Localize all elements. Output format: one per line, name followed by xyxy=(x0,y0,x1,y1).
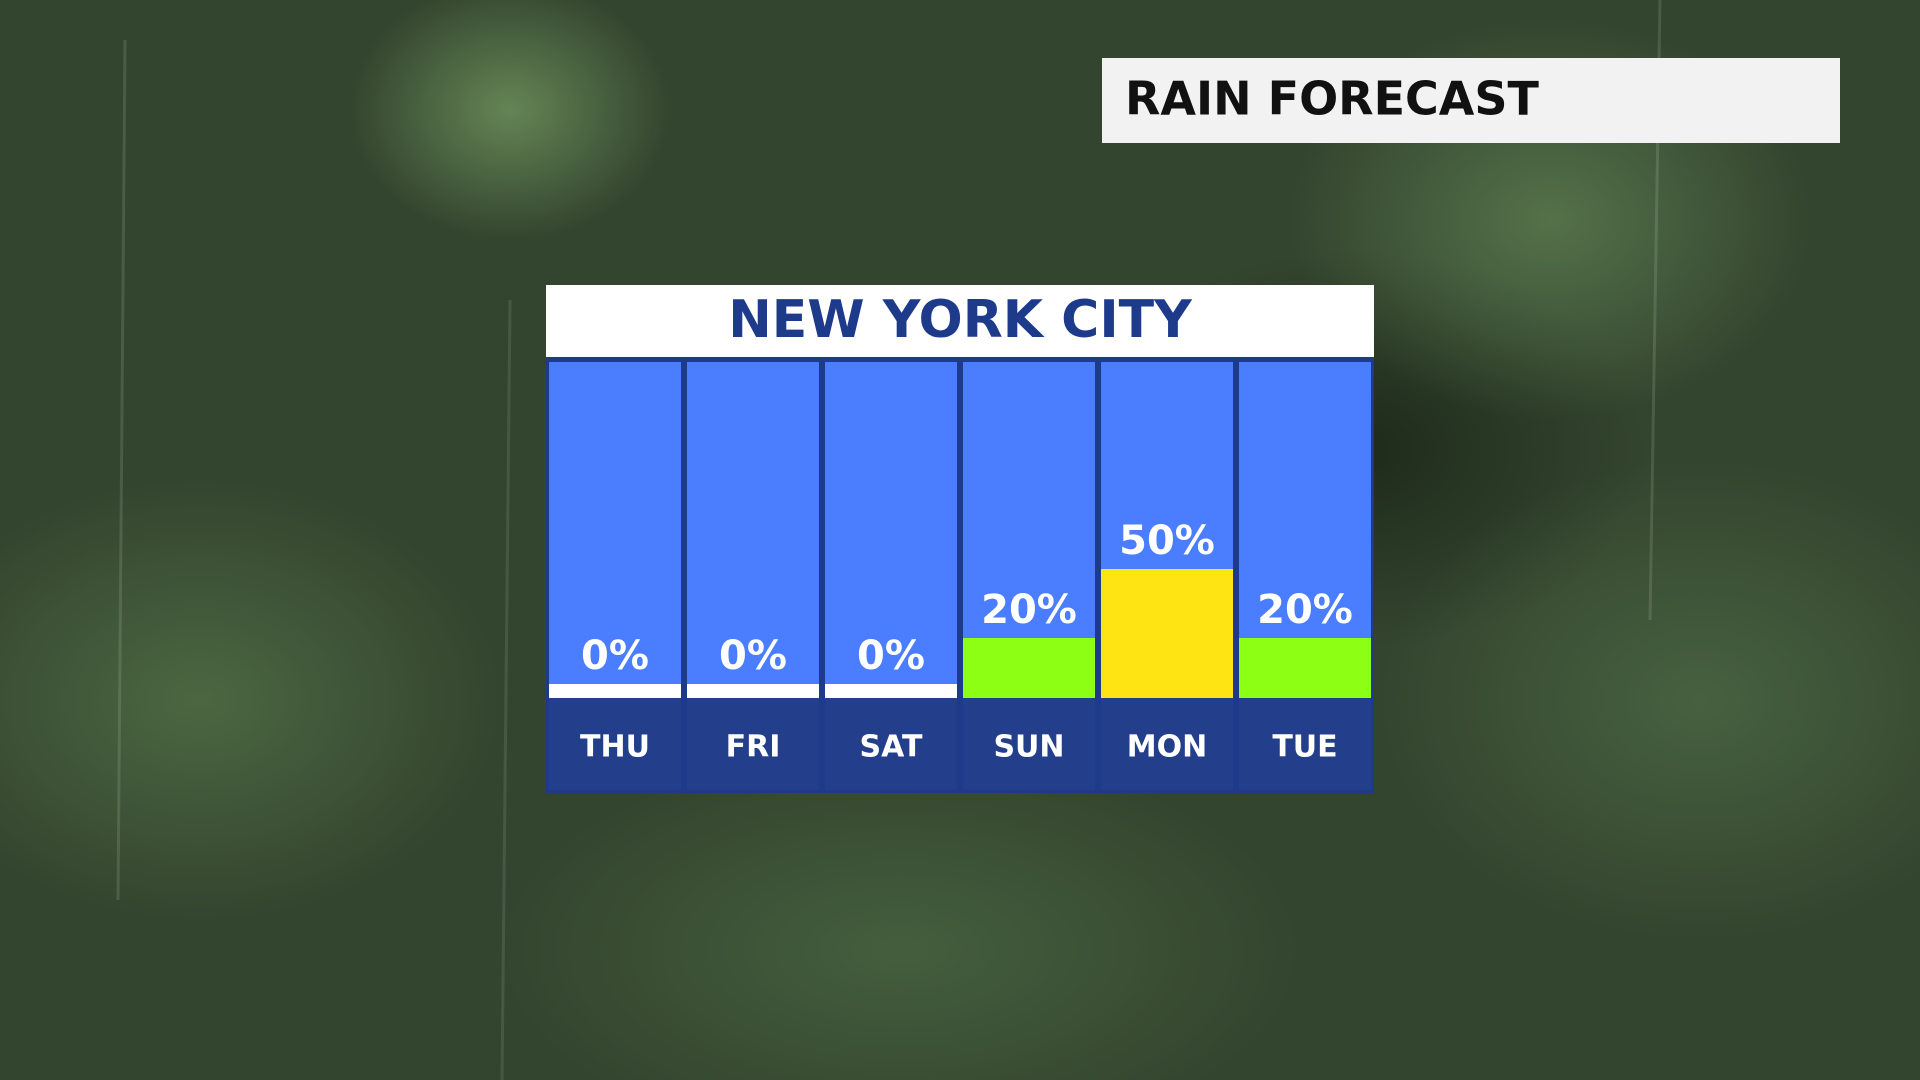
day-box xyxy=(1101,698,1233,790)
day-box xyxy=(687,698,819,790)
bar xyxy=(963,638,1095,698)
rain-streak xyxy=(116,39,127,901)
value-label: 0% xyxy=(581,633,649,679)
day-box xyxy=(963,698,1095,790)
column xyxy=(549,362,681,698)
day-box xyxy=(825,698,957,790)
x-tick-label: THU xyxy=(580,730,650,765)
x-tick-label: FRI xyxy=(726,730,781,765)
x-tick-label: SUN xyxy=(993,730,1064,765)
column xyxy=(687,362,819,698)
header-title: RAIN FORECAST xyxy=(1125,72,1540,126)
bar xyxy=(549,684,681,698)
day-box xyxy=(549,698,681,790)
x-tick-label: MON xyxy=(1127,730,1207,765)
column xyxy=(825,362,957,698)
value-label: 0% xyxy=(719,633,787,679)
day-box xyxy=(1239,698,1371,790)
title-band xyxy=(546,285,1374,357)
chart-title: NEW YORK CITY xyxy=(728,290,1193,350)
x-tick-label: SAT xyxy=(860,730,923,765)
rain-streak xyxy=(500,299,512,1080)
bar xyxy=(825,684,957,698)
panel xyxy=(546,357,1374,793)
value-label: 50% xyxy=(1119,518,1215,564)
value-label: 0% xyxy=(857,633,925,679)
header-box xyxy=(1102,58,1840,143)
bar xyxy=(687,684,819,698)
value-label: 20% xyxy=(1257,587,1353,633)
x-tick-label: TUE xyxy=(1272,730,1337,765)
bar xyxy=(1101,569,1233,698)
bar xyxy=(1239,638,1371,698)
value-label: 20% xyxy=(981,587,1077,633)
